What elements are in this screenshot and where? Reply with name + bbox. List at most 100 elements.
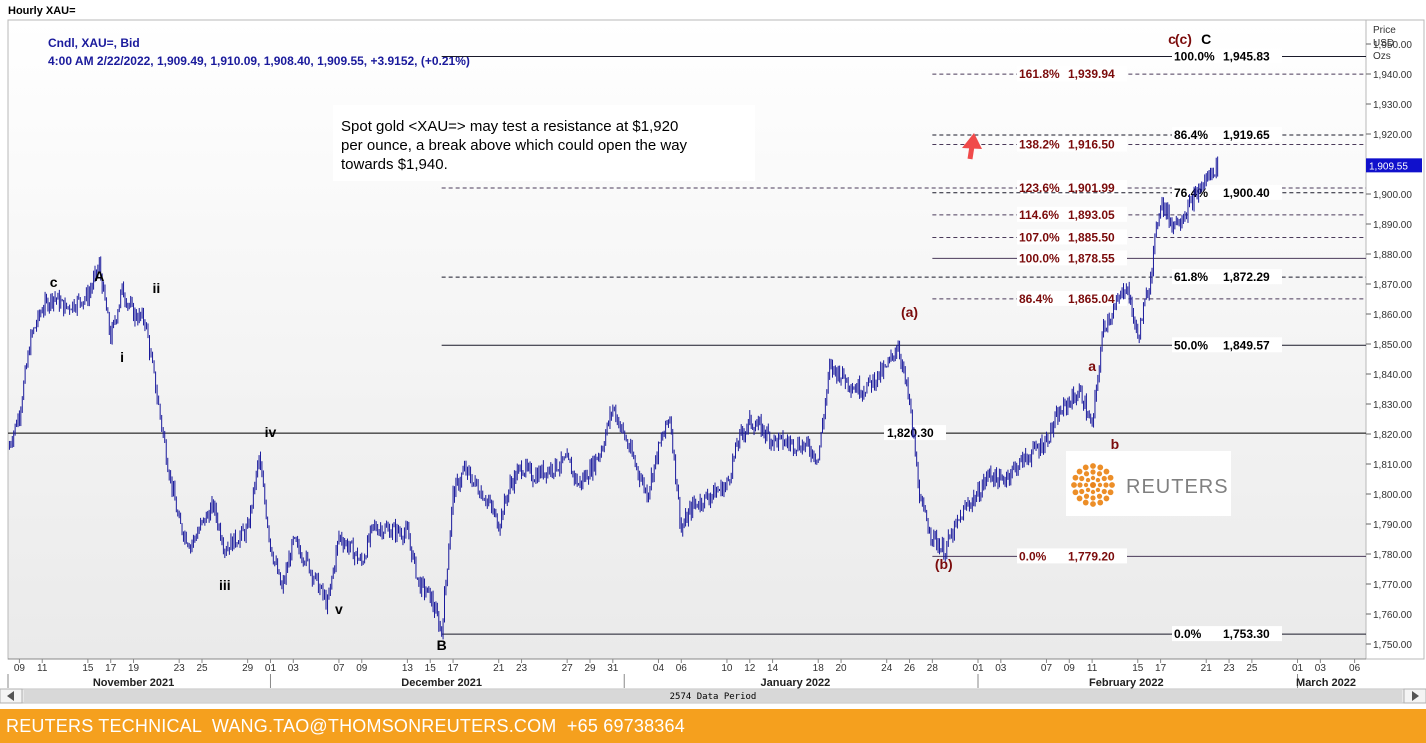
reuters-logo-dot: [1090, 475, 1096, 481]
y-tick-label: 1,810.00: [1373, 460, 1412, 471]
fib-label-bg: [1172, 127, 1282, 143]
reuters-logo-dot: [1083, 482, 1089, 488]
x-tick-label: 07: [1041, 663, 1053, 674]
price-series: [8, 156, 1219, 640]
fib-percent-label: 138.2%: [1019, 138, 1060, 152]
reuters-logo-dot: [1076, 468, 1083, 475]
x-tick-label: 23: [1223, 663, 1235, 674]
fib-value-label: 1,878.55: [1068, 251, 1115, 265]
fib-value-label: 1,919.65: [1223, 128, 1270, 142]
y-tick-label: 1,930.00: [1373, 100, 1412, 111]
wave-label: v: [335, 601, 343, 617]
fib-label-bg: [1172, 184, 1282, 200]
fib-value-label: 1,865.04: [1068, 292, 1115, 306]
month-label: December 2021: [401, 677, 482, 689]
x-tick-label: 19: [128, 663, 140, 674]
x-tick-label: 03: [1315, 663, 1327, 674]
x-tick-label: 29: [242, 663, 254, 674]
reuters-logo-dot: [1090, 489, 1096, 495]
reuters-logo-dot: [1072, 489, 1079, 496]
reuters-logo-dot: [1109, 482, 1115, 488]
reuters-logo-dot: [1095, 477, 1101, 483]
fib-value-label: 1,753.30: [1223, 627, 1270, 641]
reuters-logo-dot: [1090, 501, 1096, 507]
fib-value-label: 1,900.40: [1223, 186, 1270, 200]
price-axis-title-1: Price: [1373, 25, 1396, 36]
fib-value-label: 1,885.50: [1068, 231, 1115, 245]
reuters-logo-dot: [1085, 487, 1091, 493]
y-tick-label: 1,920.00: [1373, 130, 1412, 141]
wave-label: iii: [219, 577, 231, 593]
price-axis-panel: [1365, 19, 1425, 660]
reuters-logo-dot: [1082, 499, 1089, 506]
wave-label: C: [1201, 31, 1211, 47]
annotation-line-3: towards $1,940.: [341, 156, 448, 173]
reuters-logo-dot: [1090, 463, 1096, 469]
x-tick-label: 11: [37, 663, 48, 674]
fib-label-bg: [1017, 290, 1127, 306]
reuters-logo-dot: [1079, 488, 1085, 495]
fib-percent-label: 123.6%: [1019, 181, 1060, 195]
wave-label: c: [50, 274, 58, 290]
x-tick-label: 18: [813, 663, 825, 674]
fib-label-bg: [1172, 48, 1282, 64]
fib-label-bg: [1172, 626, 1282, 642]
x-tick-label: 12: [744, 663, 756, 674]
x-tick-label: 26: [904, 663, 916, 674]
chart[interactable]: Cndl, XAU=, Bid 4:00 AM 2/22/2022, 1,909…: [0, 0, 1426, 709]
fib-percent-label: 61.8%: [1174, 270, 1208, 284]
y-tick-label: 1,890.00: [1373, 220, 1412, 231]
reuters-logo-dot: [1085, 477, 1091, 483]
reuters-logo-dot: [1096, 493, 1103, 499]
x-tick-label: 15: [1132, 663, 1144, 674]
fib-percent-label: 0.0%: [1019, 549, 1047, 563]
x-tick-label: 07: [333, 663, 345, 674]
y-tick-label: 1,750.00: [1373, 640, 1412, 651]
support-line: 1,820.30: [8, 425, 1366, 441]
y-tick-label: 1,840.00: [1373, 370, 1412, 381]
up-arrow-icon: [962, 133, 982, 160]
fib-percent-label: 86.4%: [1019, 292, 1053, 306]
x-tick-label: 31: [607, 663, 619, 674]
x-tick-label: 21: [493, 663, 505, 674]
fib-value-label: 1,916.50: [1068, 138, 1115, 152]
fib-percent-label: 161.8%: [1019, 67, 1060, 81]
y-tick-label: 1,780.00: [1373, 550, 1412, 561]
price-axis-title-3: Ozs: [1373, 51, 1391, 62]
data-period-label: 2574 Data Period: [670, 692, 757, 702]
reuters-logo-dot: [1101, 488, 1107, 495]
x-tick-label: 10: [721, 663, 733, 674]
reuters-logo-dot: [1096, 471, 1103, 477]
reuters-logo-dot: [1071, 482, 1077, 488]
last-price-marker: 1,909.55: [1366, 158, 1422, 173]
wave-label: b: [1111, 436, 1120, 452]
fib-percent-label: 100.0%: [1174, 50, 1215, 64]
annotation-line-1: Spot gold <XAU=> may test a resistance a…: [341, 118, 678, 135]
wave-label: (a): [901, 304, 918, 320]
reuters-logo-dot: [1079, 475, 1085, 482]
x-tick-label: 21: [1201, 663, 1213, 674]
x-tick-label: 13: [402, 663, 414, 674]
fib-label-bg: [1017, 180, 1127, 196]
reuters-logo-dot: [1090, 482, 1096, 488]
reuters-logo-dot: [1095, 487, 1101, 493]
x-tick-label: 17: [447, 663, 459, 674]
reuters-logo-dot: [1083, 471, 1090, 477]
fib-value-label: 1,893.05: [1068, 208, 1115, 222]
fibonacci-levels: 100.0% 1,945.83 161.8% 1,939.94 86.4% 1,919.6…: [441, 48, 1366, 642]
window-title: Hourly XAU=: [8, 5, 76, 17]
fib-percent-label: 0.0%: [1174, 627, 1202, 641]
fib-value-label: 1,901.99: [1068, 181, 1115, 195]
y-tick-label: 1,950.00: [1373, 40, 1412, 51]
x-tick-label: 01: [265, 663, 277, 674]
x-tick-label: 03: [288, 663, 300, 674]
month-label: November 2021: [93, 677, 174, 689]
y-tick-label: 1,860.00: [1373, 310, 1412, 321]
x-tick-label: 09: [1064, 663, 1076, 674]
horizontal-scrollbar[interactable]: 2574 Data Period: [0, 688, 1426, 704]
x-tick-label: 28: [927, 663, 939, 674]
x-tick-label: 29: [584, 663, 596, 674]
x-tick-label: 25: [1246, 663, 1258, 674]
wave-label: (c): [1175, 31, 1192, 47]
reuters-logo-dot: [1090, 469, 1096, 475]
